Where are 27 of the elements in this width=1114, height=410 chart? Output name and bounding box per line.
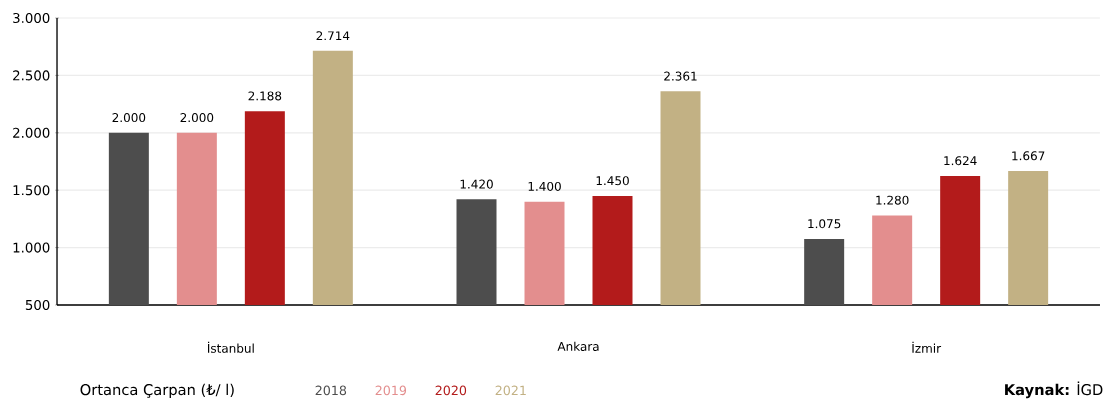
text: 2018	[315, 385, 347, 396]
data-label: 1.420	[460, 179, 493, 189]
data-label: 1.280	[876, 195, 909, 205]
data-label: 2.361	[664, 71, 697, 81]
y-tick-label: 1.000	[13, 242, 50, 253]
data-label: 1.400	[528, 181, 561, 191]
legend-title: Ortanca Çarpan (₺/ l)	[80, 383, 234, 399]
x-tick-label: İzmir	[912, 341, 942, 353]
data-label: 1.624	[944, 156, 977, 166]
text: 2019	[375, 385, 407, 396]
data-label: 2.000	[112, 113, 146, 123]
text: 2021	[495, 385, 526, 396]
y-tick-label: 1.500	[13, 185, 50, 196]
text: 2020	[435, 385, 467, 396]
y-tick-label: 2.000	[13, 127, 50, 138]
x-tick-label: İstanbul	[208, 341, 254, 353]
data-label: 2.188	[248, 91, 282, 101]
data-label: 2.714	[316, 31, 350, 41]
y-tick-label: 500	[25, 299, 50, 311]
data-label: 2.000	[180, 113, 214, 123]
data-label: 1.667	[1012, 151, 1045, 161]
data-label: 1.450	[596, 176, 629, 186]
x-tick-label: Ankara	[557, 341, 599, 351]
data-label: 1.075	[808, 219, 841, 229]
text: Kaynak: İGD	[1005, 381, 1103, 399]
y-tick-label: 3.000	[13, 12, 50, 24]
y-tick-label: 2.500	[13, 70, 50, 81]
